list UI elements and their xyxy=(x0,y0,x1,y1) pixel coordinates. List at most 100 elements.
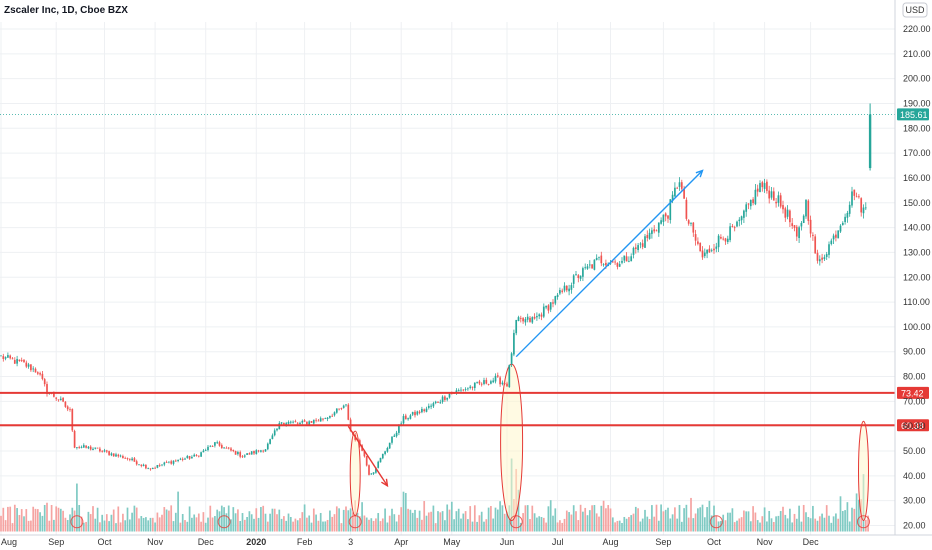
candle-body xyxy=(825,254,828,257)
candle-body xyxy=(66,406,69,410)
volume-bar xyxy=(375,518,377,532)
volume-bar xyxy=(837,518,840,532)
volume-bar xyxy=(269,513,271,532)
volume-bar xyxy=(437,511,439,532)
candle-body xyxy=(655,230,658,232)
candle-body xyxy=(855,196,858,198)
volume-bar xyxy=(200,521,202,532)
volume-bar xyxy=(524,505,527,532)
candle-body xyxy=(246,453,248,455)
candle-body xyxy=(283,423,285,425)
volume-bar xyxy=(404,492,407,532)
volume-bar xyxy=(664,509,667,532)
volume-bar xyxy=(724,520,727,532)
volume-bar xyxy=(280,518,283,532)
candle-body xyxy=(743,210,745,218)
candle-body xyxy=(848,204,851,214)
volume-bar xyxy=(2,507,5,532)
volume-bar xyxy=(193,514,196,532)
volume-bar xyxy=(53,519,55,532)
volume-bar xyxy=(795,518,798,532)
x-tick-label: Dec xyxy=(198,537,215,547)
volume-bar xyxy=(223,507,225,532)
candle-body xyxy=(706,249,708,254)
candle-body xyxy=(411,412,414,415)
volume-bar xyxy=(172,521,175,532)
candle-body xyxy=(421,408,423,413)
candle-body xyxy=(775,201,777,204)
volume-highlight-circle xyxy=(70,515,84,529)
candle-body xyxy=(303,420,306,422)
volume-bar xyxy=(542,517,545,532)
volume-bar xyxy=(209,505,212,532)
volume-bar xyxy=(108,521,110,532)
volume-bar xyxy=(761,516,764,532)
candle-body xyxy=(473,382,476,389)
candle-body xyxy=(211,445,214,447)
volume-bar xyxy=(46,502,48,532)
volume-bar xyxy=(586,515,589,532)
candle-body xyxy=(738,219,741,222)
volume-bar xyxy=(538,516,541,532)
volume-bar xyxy=(416,517,419,532)
volume-bar xyxy=(273,508,276,532)
volume-bar xyxy=(464,511,467,532)
volume-bar xyxy=(835,513,837,532)
y-tick-label: 110.00 xyxy=(903,297,930,307)
volume-bar xyxy=(368,519,370,532)
volume-bar xyxy=(4,520,7,532)
candle-body xyxy=(331,415,334,417)
candle-body xyxy=(377,461,380,468)
volume-bar xyxy=(588,510,591,532)
volume-bar xyxy=(800,521,803,532)
volume-bar xyxy=(20,509,23,532)
candle-body xyxy=(407,418,409,420)
candle-body xyxy=(46,384,48,395)
candle-body xyxy=(202,450,205,453)
volume-bar xyxy=(759,522,761,532)
volume-bar xyxy=(729,512,731,532)
candle-body xyxy=(82,445,85,448)
candle-body xyxy=(239,452,242,457)
volume-bar xyxy=(370,518,373,532)
volume-bar xyxy=(591,505,593,532)
candle-body xyxy=(27,364,30,367)
currency-label: USD xyxy=(905,5,925,15)
volume-bar xyxy=(25,509,28,532)
candle-body xyxy=(605,262,607,266)
volume-bar xyxy=(828,515,830,532)
volume-bar xyxy=(62,510,64,532)
candle-body xyxy=(200,452,202,457)
candle-body xyxy=(478,381,481,384)
volume-bar xyxy=(319,512,322,532)
candle-body xyxy=(368,465,370,475)
volume-bar xyxy=(303,504,306,532)
candle-body xyxy=(846,212,849,218)
candle-body xyxy=(522,318,524,322)
volume-bar xyxy=(522,513,524,532)
candle-body xyxy=(524,319,527,323)
volume-bar xyxy=(218,511,221,532)
y-tick-label: 90.00 xyxy=(903,347,926,357)
candle-body xyxy=(0,355,2,357)
trend-line xyxy=(347,425,388,487)
volume-bar xyxy=(174,512,177,532)
volume-bar xyxy=(812,505,814,532)
volume-bar xyxy=(772,521,775,532)
candle-body xyxy=(694,234,697,241)
candle-body xyxy=(733,227,736,229)
volume-bar xyxy=(864,519,867,532)
volume-bar xyxy=(391,508,393,532)
candle-body xyxy=(439,402,442,404)
currency-button[interactable]: USD xyxy=(902,2,928,18)
candle-body xyxy=(572,275,575,284)
volume-bar xyxy=(421,519,423,532)
candle-body xyxy=(616,262,619,267)
volume-bar xyxy=(621,523,623,532)
volume-bar xyxy=(506,511,508,532)
volume-bar xyxy=(409,509,412,532)
volume-bar xyxy=(283,516,285,532)
candle-body xyxy=(708,248,711,253)
candle-body xyxy=(255,450,258,454)
candle-body xyxy=(142,464,145,467)
